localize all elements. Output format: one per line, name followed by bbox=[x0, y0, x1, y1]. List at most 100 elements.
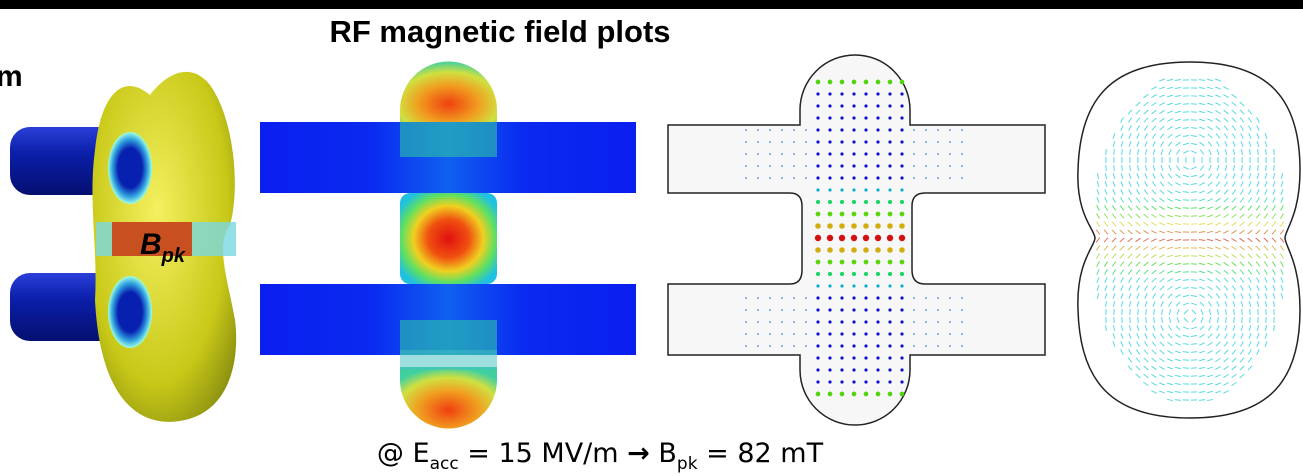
vector-mark bbox=[781, 345, 783, 347]
vector-mark bbox=[828, 368, 831, 371]
vector-mark bbox=[925, 345, 927, 347]
vector-mark bbox=[1106, 165, 1107, 171]
page: RF magnetic field plots m Bpk @ Eacc = 1… bbox=[0, 0, 1303, 476]
vector-mark bbox=[852, 296, 855, 299]
vector-mark bbox=[852, 92, 855, 95]
vector-mark bbox=[1183, 200, 1189, 201]
vector-mark bbox=[876, 176, 879, 179]
vector-mark bbox=[925, 177, 927, 179]
vector-mark bbox=[900, 80, 905, 85]
vector-mark bbox=[925, 321, 927, 323]
vector-mark bbox=[876, 356, 879, 359]
vector-mark bbox=[828, 284, 831, 287]
vector-mark bbox=[949, 321, 951, 323]
field-arrows bbox=[1078, 62, 1300, 418]
vector-mark bbox=[852, 188, 855, 191]
vector-mark bbox=[828, 200, 832, 204]
field-map bbox=[260, 61, 636, 428]
vector-mark bbox=[913, 165, 915, 167]
vector-mark bbox=[757, 165, 759, 167]
vector-mark bbox=[816, 92, 819, 95]
vector-mark bbox=[816, 116, 819, 119]
vector-mark bbox=[961, 141, 963, 143]
vector-mark bbox=[840, 92, 843, 95]
vector-mark bbox=[781, 297, 783, 299]
vector-mark bbox=[876, 164, 879, 167]
vector-mark bbox=[1191, 352, 1197, 353]
vector-mark bbox=[852, 344, 855, 347]
vector-mark bbox=[876, 272, 880, 276]
vector-mark bbox=[1266, 165, 1267, 171]
vector-mark bbox=[913, 129, 915, 131]
vector-mark bbox=[815, 235, 821, 241]
vector-mark bbox=[913, 345, 915, 347]
vector-mark bbox=[900, 332, 903, 335]
vector-mark bbox=[852, 104, 855, 107]
vector-mark bbox=[816, 380, 819, 383]
vector-mark bbox=[757, 129, 759, 131]
vector-mark bbox=[876, 380, 879, 383]
vector-mark bbox=[781, 153, 783, 155]
vector-mark bbox=[1183, 120, 1189, 121]
vector-mark bbox=[961, 321, 963, 323]
vector-mark bbox=[793, 129, 795, 131]
vector-mark bbox=[757, 153, 759, 155]
b-subscript: pk bbox=[161, 245, 186, 267]
vector-mark bbox=[876, 200, 880, 204]
vector-mark bbox=[816, 164, 819, 167]
vector-mark bbox=[864, 164, 867, 167]
vector-mark bbox=[913, 153, 915, 155]
vector-mark bbox=[876, 212, 881, 217]
vector-mark bbox=[840, 308, 843, 311]
vector-mark bbox=[937, 129, 939, 131]
vector-mark bbox=[769, 129, 771, 131]
vector-mark bbox=[745, 141, 747, 143]
vector-mark bbox=[876, 92, 879, 95]
vector-mark bbox=[781, 321, 783, 323]
vector-mark bbox=[888, 320, 891, 323]
vector-mark bbox=[900, 212, 905, 217]
vector-mark bbox=[816, 188, 819, 191]
vector-mark bbox=[1122, 165, 1123, 171]
vector-mark bbox=[828, 332, 831, 335]
vector-mark bbox=[900, 188, 903, 191]
vector-mark bbox=[864, 368, 867, 371]
caption-part: B bbox=[650, 438, 677, 469]
vector-mark bbox=[816, 212, 821, 217]
vector-mark bbox=[769, 153, 771, 155]
vector-mark bbox=[1191, 360, 1197, 361]
vector-mark bbox=[888, 176, 891, 179]
vector-mark bbox=[888, 212, 893, 217]
vector-mark bbox=[875, 223, 881, 229]
vector-mark bbox=[840, 176, 843, 179]
vector-mark bbox=[864, 332, 867, 335]
vector-mark bbox=[888, 344, 891, 347]
vector-mark bbox=[805, 129, 807, 131]
vector-mark bbox=[925, 333, 927, 335]
vector-mark bbox=[840, 392, 845, 397]
caption-part: @ E bbox=[377, 438, 430, 469]
vector-mark bbox=[949, 309, 951, 311]
vector-mark bbox=[840, 260, 845, 265]
vector-mark bbox=[900, 116, 903, 119]
vector-mark bbox=[816, 392, 821, 397]
title: RF magnetic field plots bbox=[329, 14, 670, 49]
vector-mark bbox=[852, 212, 857, 217]
vector-mark bbox=[852, 380, 855, 383]
vector-mark bbox=[1226, 309, 1227, 315]
vector-mark bbox=[900, 260, 905, 265]
vector-mark bbox=[876, 368, 879, 371]
vector-mark bbox=[828, 92, 831, 95]
vector-mark bbox=[888, 392, 893, 397]
vector-mark bbox=[827, 235, 833, 241]
vector-mark bbox=[1122, 149, 1123, 155]
vector-mark bbox=[949, 165, 951, 167]
vector-mark bbox=[793, 141, 795, 143]
vector-mark bbox=[816, 320, 819, 323]
vector-mark bbox=[949, 141, 951, 143]
vector-mark bbox=[864, 176, 867, 179]
vector-mark bbox=[852, 116, 855, 119]
vector-mark bbox=[851, 235, 857, 241]
vector-mark bbox=[899, 223, 905, 229]
vector-mark bbox=[1114, 165, 1115, 171]
